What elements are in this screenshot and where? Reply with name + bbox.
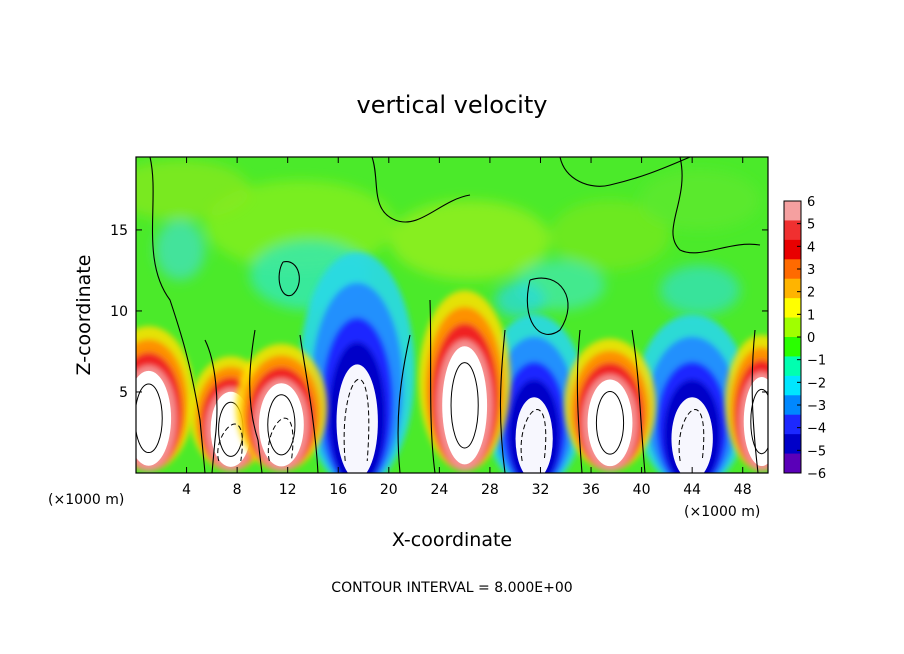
updraft-3 [235, 343, 328, 472]
x-tick-label: 28 [481, 482, 499, 498]
downdraft-3 [634, 314, 750, 473]
colorbar-tick-label: 3 [807, 263, 815, 278]
chart-title: vertical velocity [357, 91, 548, 119]
colorbar-swatch [784, 414, 801, 435]
colorbar-tick-label: −1 [807, 354, 826, 369]
x-tick-label: 36 [582, 482, 600, 498]
y-tick-label: 10 [110, 304, 128, 320]
updraft-5 [564, 338, 656, 471]
x-tick-label: 8 [233, 482, 242, 498]
negative-contours [217, 378, 705, 462]
colorbar-tick-label: 6 [807, 195, 815, 210]
x-axis: 4 8 12 16 20 24 28 32 36 40 44 48 [182, 157, 752, 498]
x-tick-label: 16 [329, 482, 347, 498]
colorbar-swatch [784, 201, 801, 221]
colorbar-swatch [784, 337, 801, 357]
x-unit-right: (×1000 m) [684, 504, 760, 520]
x-tick-label: 24 [430, 482, 448, 498]
x-tick-label: 48 [734, 482, 752, 498]
x-tick-label: 12 [279, 482, 297, 498]
colorbar: 6 5 4 3 2 1 0 −1 −2 −3 −4 −5 −6 [783, 195, 826, 482]
colorbar-tick-label: −4 [807, 422, 826, 437]
colorbar-tick-label: 0 [807, 331, 815, 346]
colorbar-tick-label: 2 [807, 286, 815, 301]
y-tick-label: 5 [119, 385, 128, 401]
colorbar-swatch [784, 453, 801, 474]
downdraft-1 [299, 252, 415, 473]
colorbar-swatch [784, 259, 801, 280]
colorbar-swatch [784, 434, 801, 455]
colorbar-swatch [784, 356, 801, 377]
colorbar-swatch [784, 298, 801, 319]
x-tick-label: 20 [380, 482, 398, 498]
colorbar-swatch [784, 278, 801, 299]
colorbar-tick-label: 1 [807, 308, 815, 323]
velocity-field [136, 157, 768, 473]
colorbar-tick-label: −6 [807, 467, 826, 482]
colorbar-tick-label: −2 [807, 376, 826, 391]
colorbar-swatch [784, 317, 801, 338]
x-tick-label: 40 [633, 482, 651, 498]
colorbar-tick-label: −3 [807, 399, 826, 414]
contour-lines [149, 157, 761, 473]
colorbar-swatch [784, 375, 801, 396]
y-tick-label: 15 [110, 223, 128, 239]
colorbar-tick-label: 5 [807, 218, 815, 233]
updraft-1 [136, 326, 195, 471]
x-tick-label: 32 [532, 482, 550, 498]
colorbar-swatch [784, 395, 801, 416]
contour-interval-note: CONTOUR INTERVAL = 8.000E+00 [331, 580, 572, 596]
y-axis: 5 10 15 [110, 223, 768, 401]
colorbar-tick-label: −5 [807, 444, 826, 459]
updraft-4 [418, 290, 511, 471]
plot-frame [135, 156, 769, 474]
x-unit-left: (×1000 m) [48, 492, 124, 508]
x-tick-label: 44 [683, 482, 701, 498]
colorbar-swatch [784, 220, 801, 241]
y-axis-label: Z-coordinate [73, 255, 95, 376]
x-axis-label: X-coordinate [392, 529, 512, 551]
colorbar-swatch [784, 239, 801, 260]
x-tick-label: 4 [182, 482, 191, 498]
colorbar-tick-label: 4 [807, 240, 815, 255]
